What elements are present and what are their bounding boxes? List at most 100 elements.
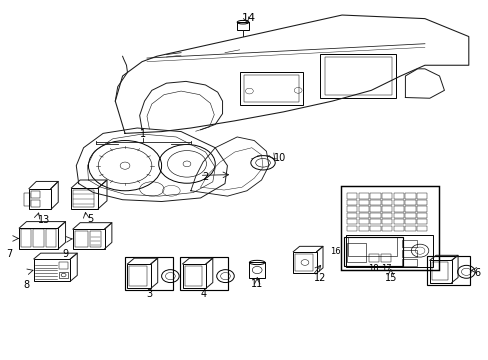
Bar	[293, 252, 316, 273]
Bar	[393, 206, 403, 212]
Bar	[381, 193, 391, 199]
Bar	[346, 193, 356, 199]
Text: 13: 13	[38, 215, 50, 225]
Bar	[427, 256, 469, 285]
Bar	[405, 213, 415, 218]
Bar	[244, 75, 299, 102]
Bar	[405, 193, 415, 199]
Bar	[405, 219, 415, 225]
Bar	[24, 193, 30, 206]
Bar	[346, 206, 356, 212]
Bar	[249, 262, 264, 278]
Bar	[369, 213, 380, 218]
Bar	[127, 264, 151, 288]
Bar	[73, 229, 104, 249]
Bar	[416, 206, 427, 212]
Bar	[59, 262, 68, 269]
Text: 4: 4	[201, 289, 206, 299]
Bar	[416, 200, 427, 205]
Bar	[380, 253, 390, 262]
Text: 3: 3	[145, 289, 152, 299]
Bar	[401, 240, 416, 247]
Bar	[346, 219, 356, 225]
Bar	[405, 200, 415, 205]
Bar	[340, 186, 438, 270]
Bar	[369, 219, 380, 225]
Text: 5: 5	[87, 215, 93, 224]
Bar	[429, 260, 451, 283]
Bar	[345, 234, 432, 267]
Text: 1: 1	[140, 129, 146, 139]
Bar	[19, 228, 58, 249]
Text: 6: 6	[474, 268, 480, 278]
Bar	[180, 257, 227, 291]
Bar	[369, 193, 380, 199]
Text: 17: 17	[380, 265, 390, 274]
Bar	[358, 213, 368, 218]
Bar	[393, 200, 403, 205]
Text: 16: 16	[329, 247, 340, 256]
Bar	[368, 253, 378, 262]
Bar	[393, 193, 403, 199]
Bar	[346, 200, 356, 205]
Bar	[71, 188, 98, 209]
Bar	[90, 230, 101, 247]
Bar	[358, 193, 368, 199]
Text: 9: 9	[62, 249, 68, 259]
Bar	[393, 213, 403, 218]
Bar	[239, 72, 303, 105]
Bar	[381, 226, 391, 231]
Bar	[325, 57, 391, 95]
Text: 12: 12	[313, 273, 325, 283]
Bar	[346, 213, 356, 218]
Bar	[347, 237, 396, 256]
Bar	[381, 206, 391, 212]
Bar	[369, 200, 380, 205]
Bar	[369, 206, 380, 212]
Text: 7: 7	[6, 248, 13, 258]
Bar	[125, 257, 172, 291]
Bar	[29, 189, 51, 210]
Text: 18: 18	[367, 265, 378, 274]
Bar	[182, 264, 205, 288]
Bar	[344, 237, 402, 266]
Bar	[401, 249, 416, 257]
Bar	[416, 213, 427, 218]
Text: 10: 10	[273, 153, 285, 163]
Bar	[381, 219, 391, 225]
Bar	[75, 230, 88, 247]
Text: 14: 14	[241, 13, 255, 23]
Bar	[416, 193, 427, 199]
Bar	[416, 226, 427, 231]
Bar	[237, 22, 248, 30]
Bar	[369, 226, 380, 231]
Text: 8: 8	[23, 280, 29, 290]
Bar	[358, 200, 368, 205]
Bar	[59, 272, 68, 278]
Bar	[393, 219, 403, 225]
Bar	[405, 206, 415, 212]
Bar	[358, 206, 368, 212]
Bar	[381, 200, 391, 205]
Bar	[45, 229, 56, 247]
Bar	[34, 259, 70, 281]
Bar	[33, 229, 43, 247]
Bar	[393, 226, 403, 231]
Bar	[21, 229, 31, 247]
Bar	[129, 266, 147, 286]
Bar	[405, 226, 415, 231]
Bar	[346, 226, 356, 231]
Bar	[295, 254, 312, 271]
Bar	[73, 190, 94, 207]
Bar	[358, 219, 368, 225]
Bar	[346, 243, 366, 262]
Bar	[184, 266, 202, 286]
Text: 11: 11	[250, 279, 263, 289]
Bar	[381, 213, 391, 218]
Bar	[416, 219, 427, 225]
Text: 15: 15	[384, 273, 396, 283]
Bar	[31, 200, 40, 207]
Bar	[431, 262, 447, 280]
Bar	[358, 226, 368, 231]
Text: 2: 2	[202, 172, 208, 182]
